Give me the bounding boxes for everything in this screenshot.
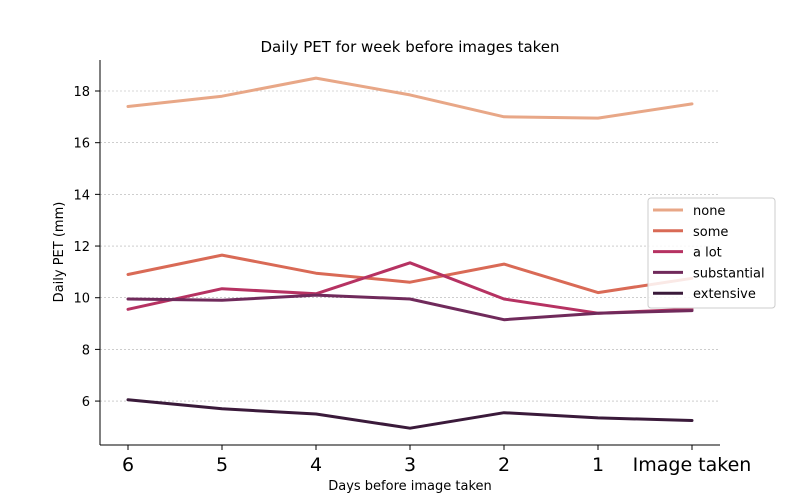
legend-label: none [693, 204, 725, 219]
legend-label: a lot [693, 246, 722, 261]
y-ticks: 6 8 10 12 14 16 18 [73, 85, 100, 410]
x-tick-label: 6 [122, 454, 134, 476]
series-line-none [126, 76, 694, 120]
y-tick-label: 8 [82, 343, 90, 358]
series-layer [126, 76, 694, 430]
x-tick-label: 3 [404, 454, 416, 476]
legend-box [647, 197, 776, 309]
y-tick-label: 12 [73, 240, 90, 255]
legend-label: some [693, 225, 728, 240]
series-line-a-lot [126, 261, 694, 315]
y-tick-label: 6 [82, 395, 90, 410]
x-ticks: 6 5 4 3 2 1 Image taken [122, 445, 751, 476]
y-tick-label: 10 [73, 292, 90, 307]
axes-layer [99, 60, 720, 446]
y-tick-label: 14 [73, 188, 90, 203]
y-axis-label: Daily PET (mm) [52, 202, 67, 303]
grid-layer [100, 90, 720, 402]
legend: none some a lot substantial extensive [647, 197, 776, 309]
legend-label: substantial [693, 266, 765, 281]
x-tick-label: 1 [592, 454, 604, 476]
legend-label: extensive [693, 287, 756, 302]
y-tick-label: 18 [73, 85, 90, 100]
series-line-extensive [126, 398, 694, 430]
chart-title: Daily PET for week before images taken [260, 38, 559, 56]
x-tick-label: 5 [216, 454, 228, 476]
series-line-some [126, 253, 694, 295]
series-line-substantial [126, 293, 694, 322]
x-tick-label: Image taken [633, 454, 752, 476]
x-tick-label: 2 [498, 454, 510, 476]
x-axis-label: Days before image taken [328, 479, 492, 494]
y-tick-label: 16 [73, 137, 90, 152]
x-tick-label: 4 [310, 454, 322, 476]
